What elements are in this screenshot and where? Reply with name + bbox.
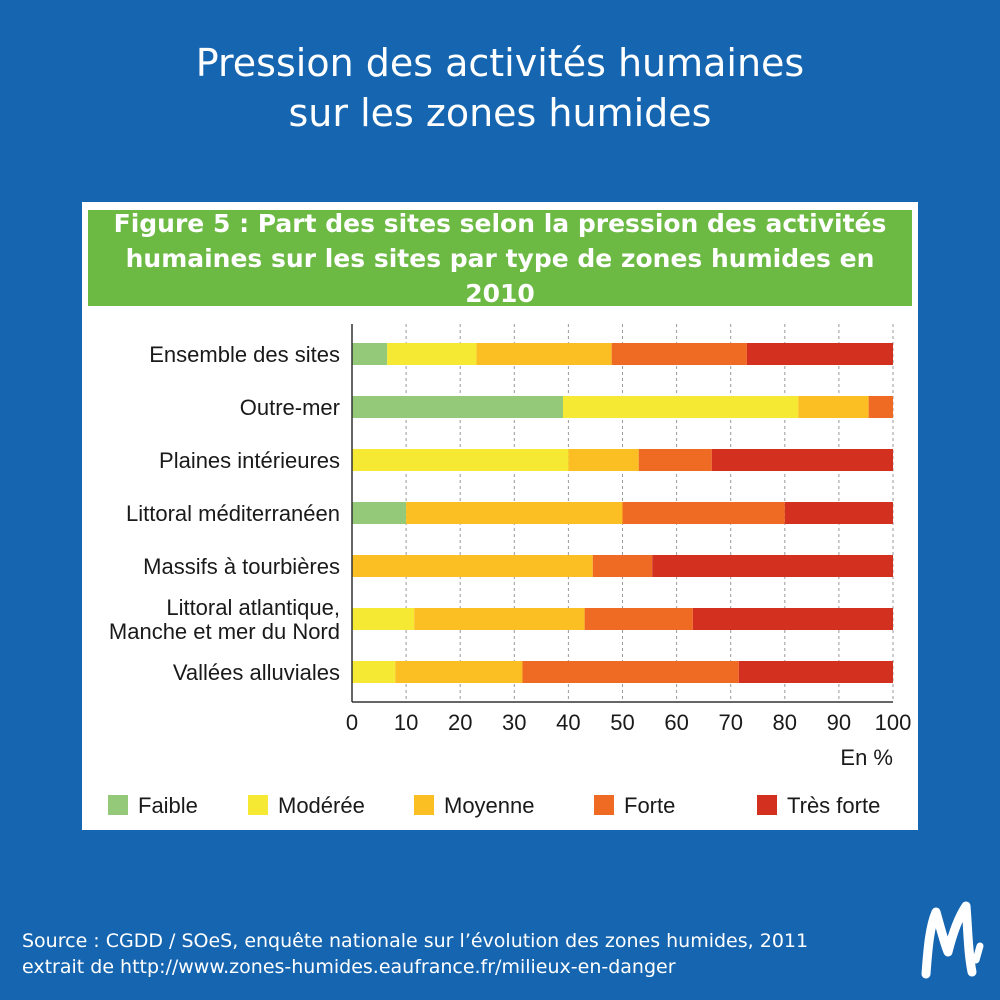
- bar-segment: [352, 502, 407, 524]
- figure-header: Figure 5 : Part des sites selon la press…: [88, 209, 912, 308]
- bar-segment: [592, 555, 653, 577]
- bar-segment: [711, 449, 893, 471]
- bar-segment: [522, 661, 739, 683]
- x-tick-label: 30: [502, 710, 526, 735]
- legend-swatch: [757, 795, 777, 815]
- bar-segment: [868, 396, 893, 418]
- legend-swatch: [248, 795, 268, 815]
- legend-swatch: [108, 795, 128, 815]
- figure-title-line2: humaines sur les sites par type de zones…: [125, 243, 875, 308]
- figure-title: Figure 5 : Part des sites selon la press…: [88, 206, 912, 311]
- legend-swatch: [594, 795, 614, 815]
- bar-segment: [738, 661, 893, 683]
- bar-segment: [611, 343, 747, 365]
- bar-segment: [406, 502, 623, 524]
- category-label: Littoral méditerranéen: [126, 501, 340, 526]
- x-tick-label: 20: [448, 710, 472, 735]
- bar-segment: [652, 555, 893, 577]
- x-tick-label: 80: [773, 710, 797, 735]
- legend-label: Forte: [624, 793, 675, 818]
- legend-swatch: [414, 795, 434, 815]
- source-note: Source : CGDD / SOeS, enquête nationale …: [22, 928, 808, 980]
- bar-segment: [352, 396, 563, 418]
- bar-segment: [622, 502, 785, 524]
- bar-segment: [798, 396, 869, 418]
- category-label: Manche et mer du Nord: [109, 619, 340, 644]
- logo-icon: [921, 901, 984, 979]
- bar-segment: [568, 449, 639, 471]
- category-label: Littoral atlantique,: [166, 595, 340, 620]
- bar-segment: [638, 449, 712, 471]
- category-label: Ensemble des sites: [149, 342, 340, 367]
- legend-label: Faible: [138, 793, 198, 818]
- x-tick-label: 60: [664, 710, 688, 735]
- category-label: Massifs à tourbières: [143, 554, 340, 579]
- bar-segment: [562, 396, 799, 418]
- bar-segment: [352, 608, 415, 630]
- bar-segment: [352, 661, 396, 683]
- legend-label: Moyenne: [444, 793, 535, 818]
- bar-segment: [584, 608, 693, 630]
- figure-card: Figure 5 : Part des sites selon la press…: [82, 202, 918, 830]
- x-axis-label: En %: [840, 745, 893, 770]
- x-tick-label: 40: [556, 710, 580, 735]
- figure-title-line1: Figure 5 : Part des sites selon la press…: [113, 208, 887, 238]
- x-tick-label: 100: [875, 710, 912, 735]
- x-tick-label: 50: [610, 710, 634, 735]
- bar-segment: [352, 555, 593, 577]
- x-tick-label: 90: [827, 710, 851, 735]
- bar-segment: [352, 343, 388, 365]
- bar-segment: [476, 343, 612, 365]
- source-line1: Source : CGDD / SOeS, enquête nationale …: [22, 930, 809, 952]
- source-line2: extrait de http://www.zones-humides.eauf…: [22, 956, 676, 978]
- page-title-line2: sur les zones humides: [288, 91, 712, 135]
- bar-segment: [784, 502, 893, 524]
- bar-segment: [746, 343, 893, 365]
- x-tick-label: 10: [394, 710, 418, 735]
- bar-segment: [395, 661, 523, 683]
- stacked-bar-chart: Ensemble des sites Outre-mer Plaines intér…: [108, 324, 912, 818]
- category-label: Vallées alluviales: [173, 660, 340, 685]
- x-tick-label: 0: [346, 710, 358, 735]
- category-label: Outre-mer: [240, 395, 340, 420]
- legend-label: Modérée: [278, 793, 365, 818]
- bar-segment: [692, 608, 893, 630]
- bar-segment: [352, 449, 569, 471]
- x-tick-label: 70: [718, 710, 742, 735]
- page-title: Pression des activités humaines sur les …: [0, 38, 1000, 138]
- bar-segment: [414, 608, 585, 630]
- legend-label: Très forte: [787, 793, 880, 818]
- category-label: Plaines intérieures: [159, 448, 340, 473]
- page-title-line1: Pression des activités humaines: [195, 41, 805, 85]
- bar-segment: [387, 343, 477, 365]
